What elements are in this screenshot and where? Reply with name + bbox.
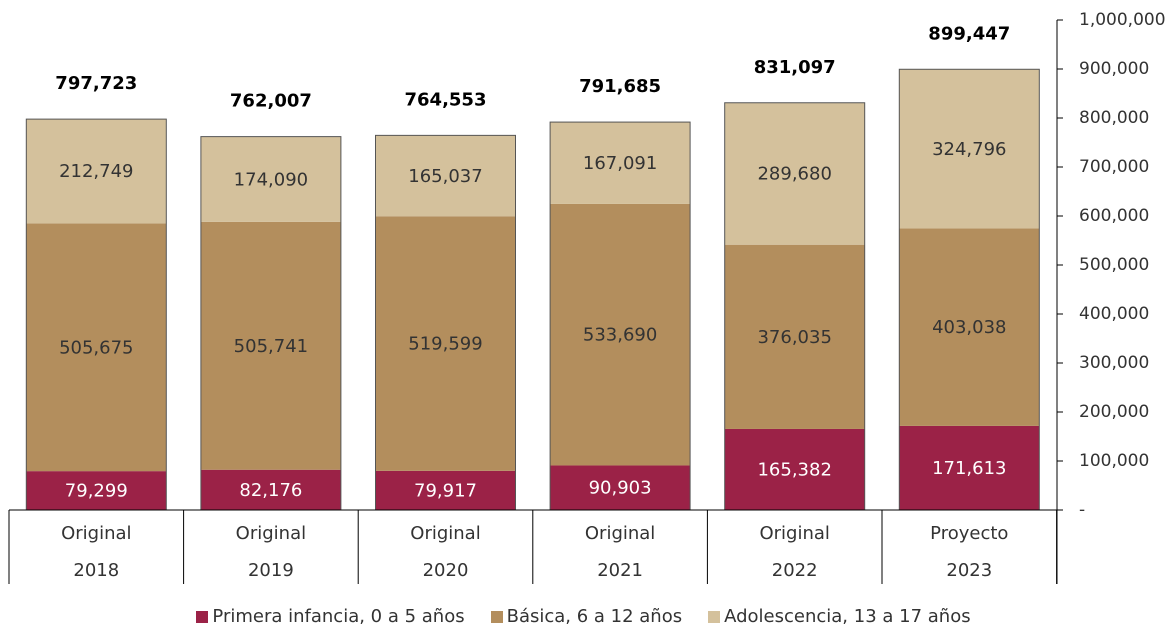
- legend-swatch-adolescencia: [708, 610, 721, 623]
- legend-label-primera-infancia: Primera infancia, 0 a 5 años: [212, 606, 465, 627]
- data-label: 82,176: [239, 480, 302, 501]
- total-label: 764,553: [405, 89, 487, 110]
- data-label: 403,038: [932, 317, 1006, 338]
- category-year-label: 2018: [73, 560, 119, 581]
- bar-segment: [724, 102, 865, 245]
- y-tick-label: 1,000,000: [1079, 10, 1166, 30]
- category-year-label: 2021: [597, 560, 643, 581]
- legend-item-primera-infancia: Primera infancia, 0 a 5 años: [196, 606, 465, 627]
- bar-segment: [550, 465, 691, 510]
- bar-segment: [375, 470, 516, 510]
- legend-swatch-basica: [490, 610, 503, 623]
- bar-segment: [375, 135, 516, 217]
- data-label: 167,091: [583, 153, 657, 174]
- data-label: 376,035: [757, 327, 831, 348]
- category-year-label: 2022: [772, 560, 818, 581]
- bar-segment: [200, 136, 341, 222]
- legend-item-adolescencia: Adolescencia, 13 a 17 años: [708, 606, 971, 627]
- data-label: 79,299: [65, 481, 128, 502]
- bar-segment: [899, 228, 1040, 426]
- bar-segment: [200, 469, 341, 510]
- category-label: Original: [759, 523, 829, 544]
- bar-segment: [550, 122, 691, 204]
- y-tick-label: -: [1079, 500, 1085, 520]
- category-year-label: 2023: [946, 560, 992, 581]
- y-tick-label: 300,000: [1079, 353, 1149, 373]
- bar-segment: [550, 203, 691, 466]
- y-tick-label: 400,000: [1079, 304, 1149, 324]
- y-tick-label: 600,000: [1079, 206, 1149, 226]
- total-label: 762,007: [230, 91, 312, 112]
- bar-segment: [899, 425, 1040, 510]
- bar-segment: [26, 471, 167, 510]
- total-label: 791,685: [579, 76, 661, 97]
- y-tick-label: 200,000: [1079, 402, 1149, 422]
- bar-segment: [200, 221, 341, 470]
- category-label: Original: [61, 523, 131, 544]
- data-label: 324,796: [932, 139, 1006, 160]
- total-label: 797,723: [55, 73, 137, 94]
- y-tick-label: 900,000: [1079, 59, 1149, 79]
- data-label: 90,903: [589, 478, 652, 499]
- y-tick-label: 500,000: [1079, 255, 1149, 275]
- data-label: 505,741: [234, 336, 308, 357]
- data-label: 171,613: [932, 458, 1006, 479]
- data-label: 165,037: [408, 166, 482, 187]
- category-label: Original: [236, 523, 306, 544]
- category-label: Original: [585, 523, 655, 544]
- chart-legend: Primera infancia, 0 a 5 años Básica, 6 a…: [0, 606, 1167, 627]
- data-label: 79,917: [414, 480, 477, 501]
- bar-segment: [26, 223, 167, 472]
- total-label: 899,447: [928, 23, 1010, 44]
- data-label: 289,680: [757, 164, 831, 185]
- category-label: Original: [410, 523, 480, 544]
- data-label: 165,382: [757, 459, 831, 480]
- y-tick-label: 800,000: [1079, 108, 1149, 128]
- bar-segment: [724, 428, 865, 510]
- bar-segment: [724, 244, 865, 429]
- bar-segment: [899, 69, 1040, 229]
- y-tick-label: 100,000: [1079, 451, 1149, 471]
- category-year-label: 2019: [248, 560, 294, 581]
- category-year-label: 2020: [423, 560, 469, 581]
- legend-label-adolescencia: Adolescencia, 13 a 17 años: [724, 606, 971, 627]
- data-label: 174,090: [234, 169, 308, 190]
- y-tick-label: 700,000: [1079, 157, 1149, 177]
- data-label: 533,690: [583, 325, 657, 346]
- bar-segment: [26, 119, 167, 224]
- data-label: 212,749: [59, 161, 133, 182]
- bar-segment: [375, 216, 516, 471]
- data-label: 505,675: [59, 337, 133, 358]
- legend-swatch-primera-infancia: [196, 610, 209, 623]
- legend-label-basica: Básica, 6 a 12 años: [506, 606, 683, 627]
- category-label: Proyecto: [930, 523, 1008, 544]
- data-label: 519,599: [408, 334, 482, 355]
- legend-item-basica: Básica, 6 a 12 años: [490, 606, 683, 627]
- total-label: 831,097: [754, 57, 836, 78]
